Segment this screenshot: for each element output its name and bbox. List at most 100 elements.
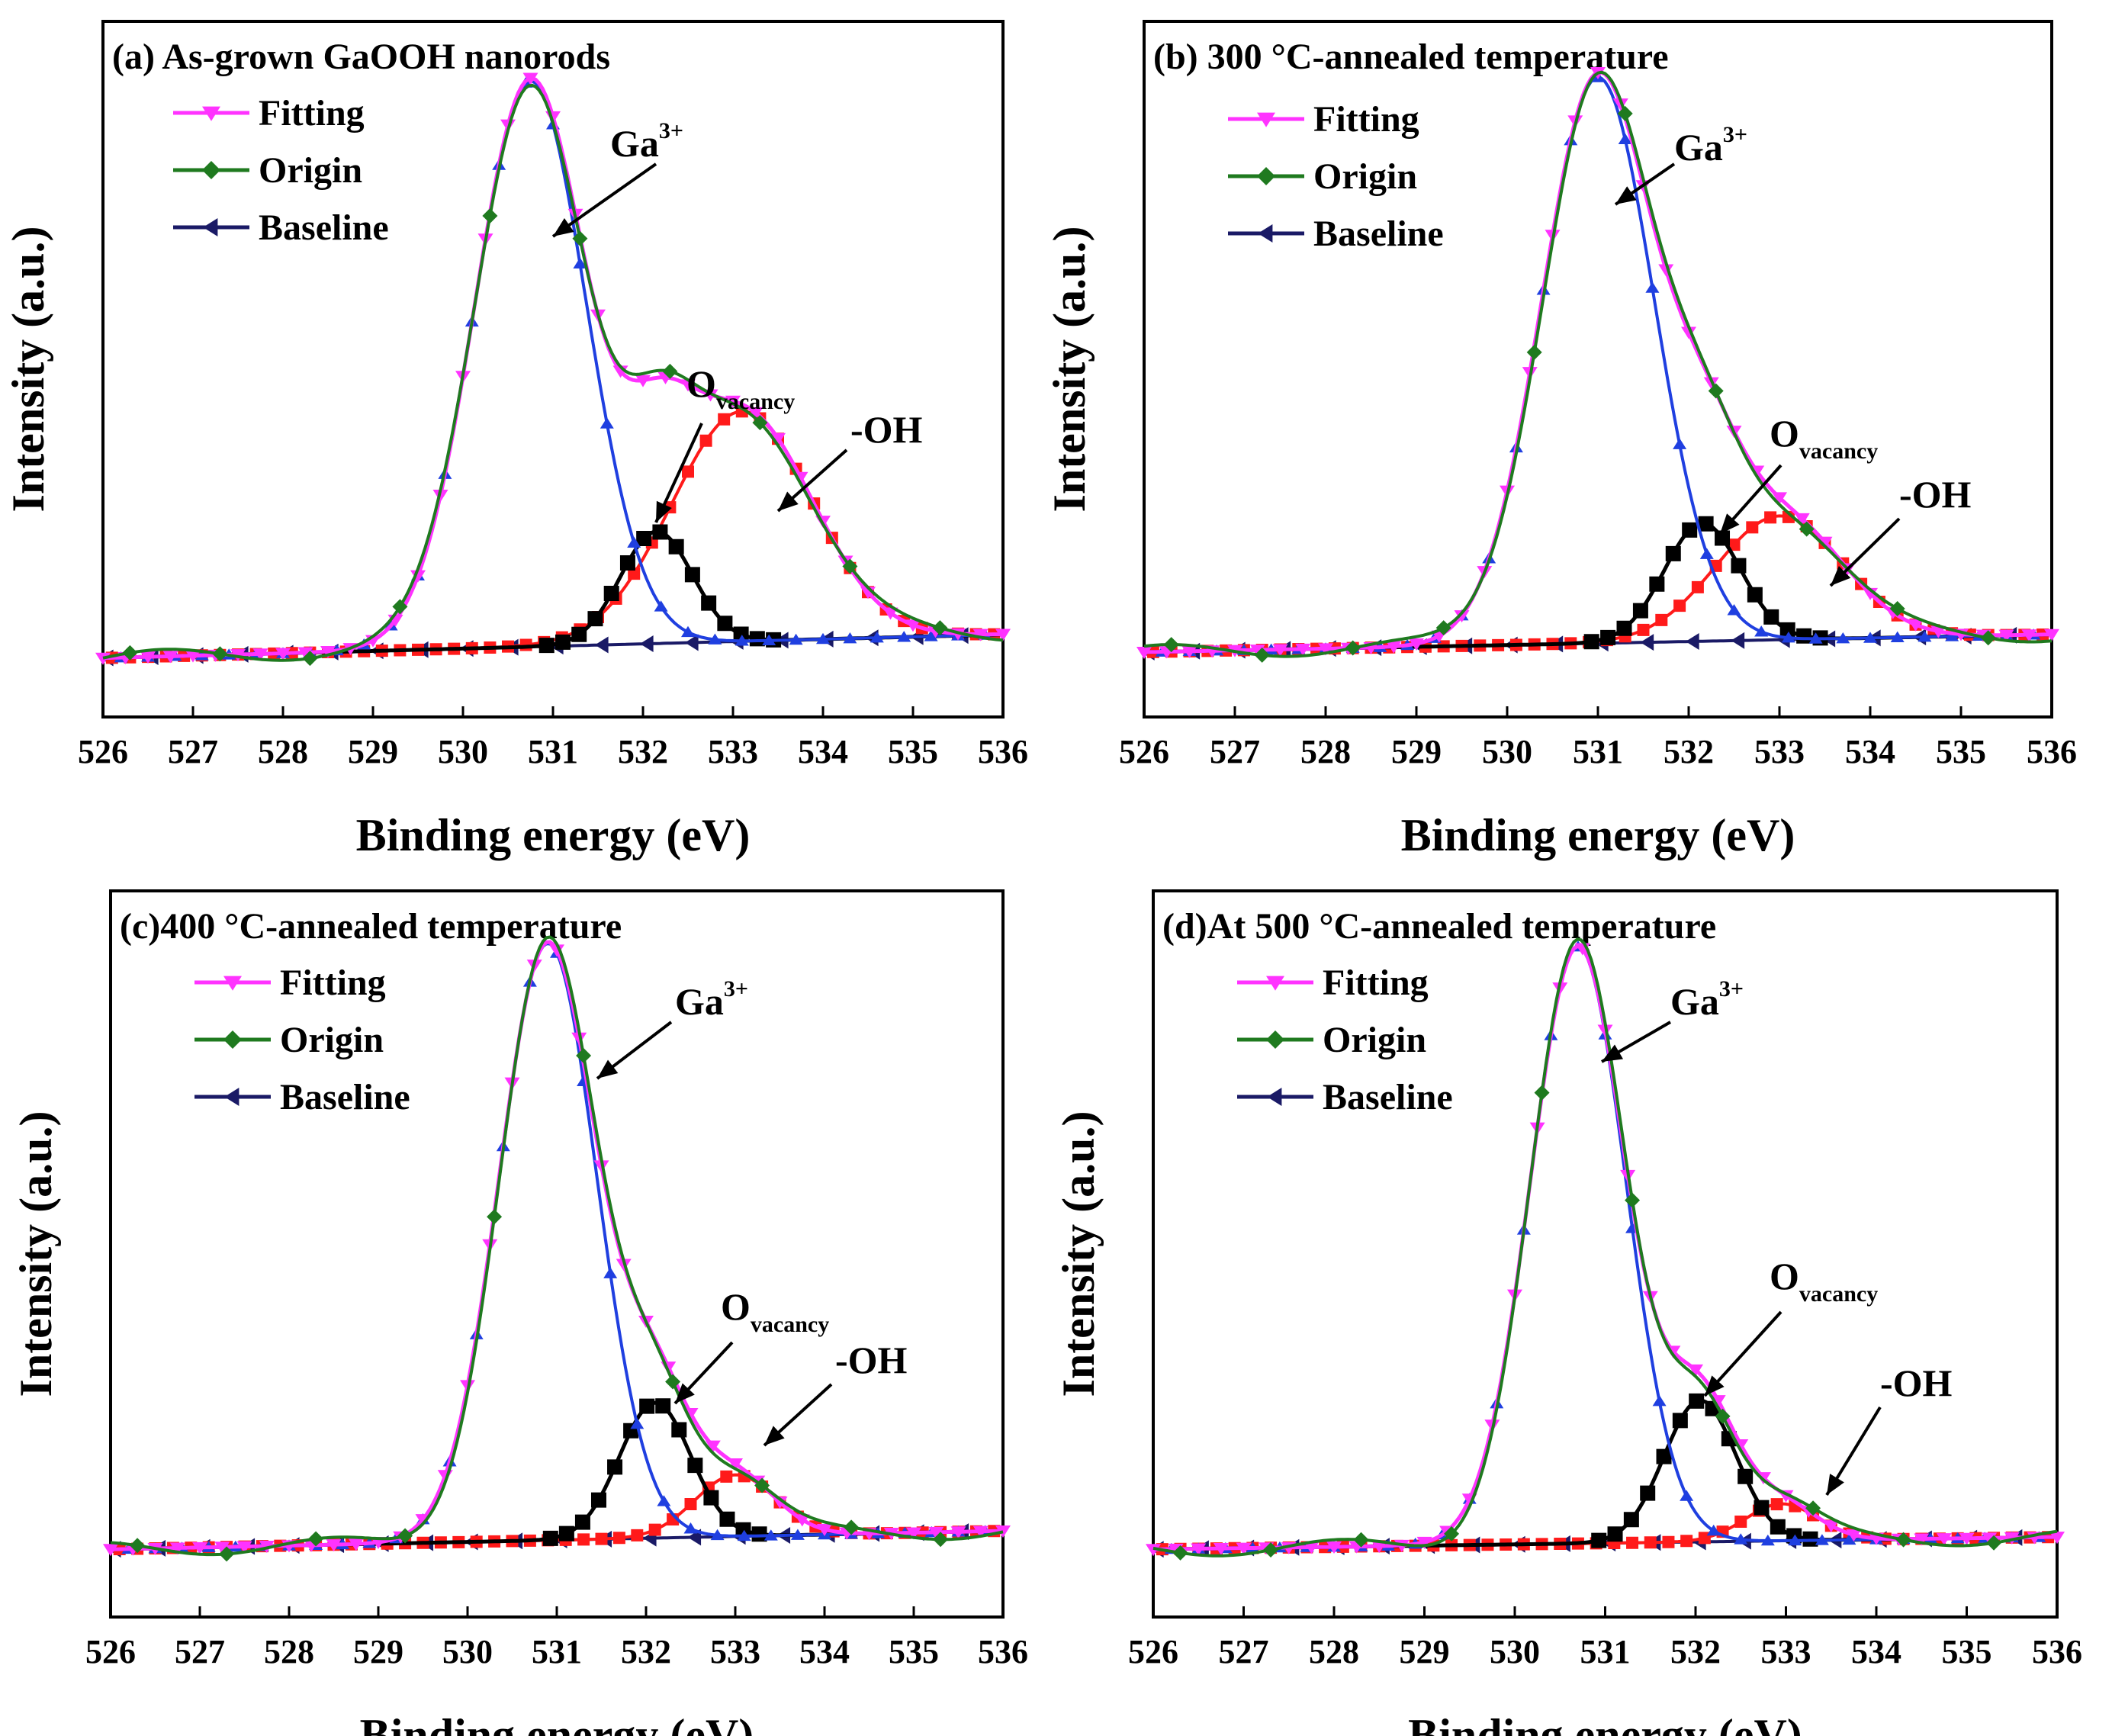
fitting-marker (817, 1524, 832, 1537)
fitting-marker (905, 619, 921, 632)
ga-peak-marker (630, 1418, 645, 1429)
panel-title: (c)400 °C-annealed temperature (120, 906, 622, 947)
fitting-marker (1146, 1544, 1161, 1557)
ga-peak-marker (1680, 1490, 1694, 1501)
fitting-marker (1930, 625, 1946, 638)
fitting-marker (410, 570, 426, 583)
ga-peak-marker (762, 634, 776, 646)
oh-peak-marker (612, 1532, 625, 1545)
x-tick-label: 533 (1761, 1633, 1811, 1670)
x-tick-label: 527 (168, 733, 218, 770)
plot-frame (1152, 889, 2059, 1619)
origin-marker (212, 646, 228, 662)
ovacancy-peak-line (1152, 1398, 2058, 1551)
origin-marker (1708, 383, 1724, 399)
ovacancy-peak-marker (1665, 545, 1681, 561)
ovacancy-peak-marker (1754, 1500, 1770, 1516)
legend-marker (1266, 976, 1284, 991)
ga3-label: Ga3+ (1670, 976, 1744, 1023)
origin-marker (1805, 1500, 1821, 1516)
ga-peak-marker (710, 1529, 725, 1541)
ovacancy-peak-marker (1632, 603, 1648, 619)
origin-marker (122, 645, 138, 661)
ga-peak-marker (600, 417, 614, 429)
legend-marker (224, 1088, 239, 1106)
oh-peak-marker (628, 567, 641, 580)
plot-frame (109, 889, 1005, 1619)
ga-peak-marker (816, 632, 830, 645)
legend-label-fitting: Fitting (280, 963, 386, 1003)
legend-label-baseline: Baseline (280, 1077, 410, 1117)
x-tick-label: 527 (1219, 1633, 1269, 1670)
baseline-marker (1686, 632, 1699, 650)
x-tick-label: 532 (1670, 1633, 1721, 1670)
fitting-marker (950, 1526, 966, 1539)
ovacancy-peak-marker (571, 626, 587, 642)
ga-peak-marker (708, 633, 722, 645)
ga-peak-marker (1836, 632, 1850, 644)
fitting-marker (252, 648, 268, 661)
fitting-line (110, 940, 1003, 1551)
fitting-marker (103, 1544, 118, 1557)
fitting-marker (1409, 638, 1424, 651)
origin-marker (219, 1546, 235, 1562)
fitting-marker (2049, 1532, 2065, 1545)
x-tick-label: 533 (708, 733, 758, 770)
legend-label-fitting: Fitting (1323, 963, 1429, 1003)
ovacancy-peak-line (1143, 521, 2053, 654)
oh-peak-marker (1734, 1516, 1747, 1529)
ga-peak-marker (603, 1267, 618, 1278)
origin-line (1143, 70, 2053, 658)
origin-marker (1444, 1525, 1460, 1542)
ovacancy-arrow-head (656, 500, 672, 522)
ga-peak-marker (1673, 438, 1687, 449)
ovacancy-arrow-head (675, 1383, 695, 1403)
fitting-marker (1688, 1364, 1703, 1377)
fitting-marker (635, 375, 651, 387)
origin-marker (1617, 105, 1633, 121)
fitting-marker (236, 1541, 252, 1554)
x-tick-label: 535 (1936, 733, 1986, 770)
ga3-label: Ga3+ (1674, 122, 1747, 169)
origin-marker (1435, 620, 1451, 636)
fitting-marker (972, 1525, 988, 1538)
ovacancy-peak-marker (655, 1398, 671, 1414)
origin-marker (1345, 640, 1361, 656)
baseline-marker (1731, 632, 1745, 649)
fitting-marker (725, 395, 741, 408)
legend-label-baseline: Baseline (259, 207, 389, 248)
oh-peak-marker (1662, 1535, 1675, 1548)
origin-marker (752, 415, 768, 431)
origin-marker (842, 558, 858, 574)
x-tick-label: 528 (258, 733, 308, 770)
legend-label-origin: Origin (280, 1020, 384, 1060)
ga-peak-marker (1781, 632, 1795, 643)
oh-arrow-head (764, 1426, 785, 1445)
ovacancy-peak-marker (590, 1492, 606, 1508)
origin-marker (844, 1519, 860, 1535)
ga3-arrow-head (1615, 186, 1637, 204)
fitting-marker (1386, 641, 1402, 654)
fitting-marker (1794, 513, 1810, 526)
fitting-marker (140, 651, 156, 664)
panel-b: 526 527 528 529 530 531 532 533 534 535 536 Binding… (1044, 20, 2077, 860)
origin-marker (662, 363, 678, 379)
fitting-marker (1772, 492, 1787, 505)
oh-label: -OH (1880, 1361, 1953, 1404)
ovacancy-arrow-head (1705, 1375, 1725, 1396)
legend-label-origin: Origin (1313, 156, 1417, 197)
oh-peak-marker (1728, 538, 1741, 551)
oh-peak-marker (631, 1529, 644, 1542)
fitting-marker (995, 628, 1011, 641)
fitting-marker (705, 1440, 721, 1453)
x-tick-label: 536 (2027, 733, 2077, 770)
ovacancy-peak-marker (1715, 530, 1731, 546)
legend-label-baseline: Baseline (1313, 214, 1444, 254)
origin-marker (1895, 1532, 1911, 1548)
ga-peak-marker (1645, 281, 1660, 293)
fitting-marker (906, 1527, 921, 1540)
ovacancy-peak-marker (749, 631, 765, 647)
x-tick-label: 536 (978, 1633, 1028, 1670)
ga-peak-marker (843, 632, 857, 644)
oh-peak-marker (1673, 600, 1686, 612)
